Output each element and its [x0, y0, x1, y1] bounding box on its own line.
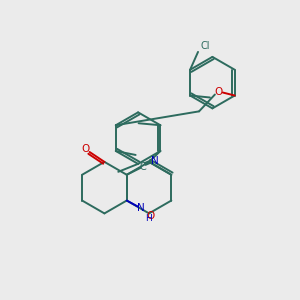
Text: C: C	[139, 162, 146, 172]
Text: Cl: Cl	[200, 41, 209, 51]
Text: O: O	[215, 86, 223, 97]
Text: O: O	[146, 212, 154, 221]
Text: O: O	[82, 144, 90, 154]
Text: N: N	[137, 203, 145, 214]
Text: H: H	[145, 214, 152, 223]
Text: N: N	[151, 156, 158, 166]
